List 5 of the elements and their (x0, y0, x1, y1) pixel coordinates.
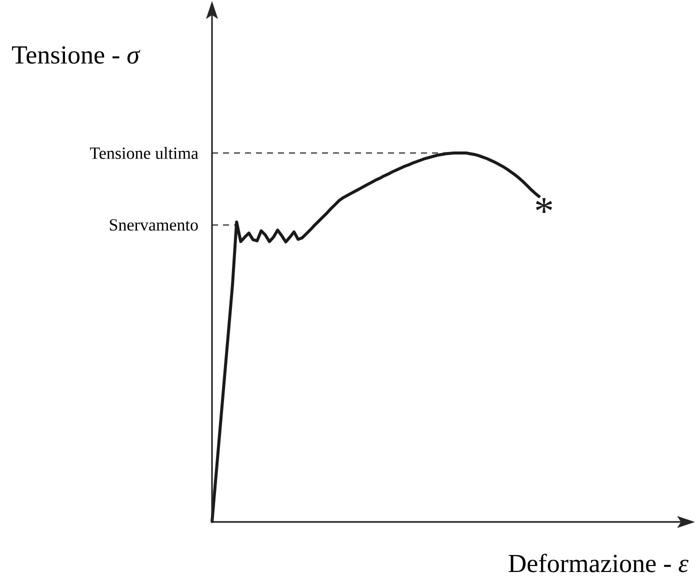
x-axis-title: Deformazione - ε (508, 554, 688, 572)
ref-line-label: Snervamento (110, 219, 198, 231)
annotation: * (536, 198, 552, 213)
ref-line-label: Tensione ultima (90, 147, 198, 159)
y-axis-title: Tensione - σ (12, 46, 140, 64)
